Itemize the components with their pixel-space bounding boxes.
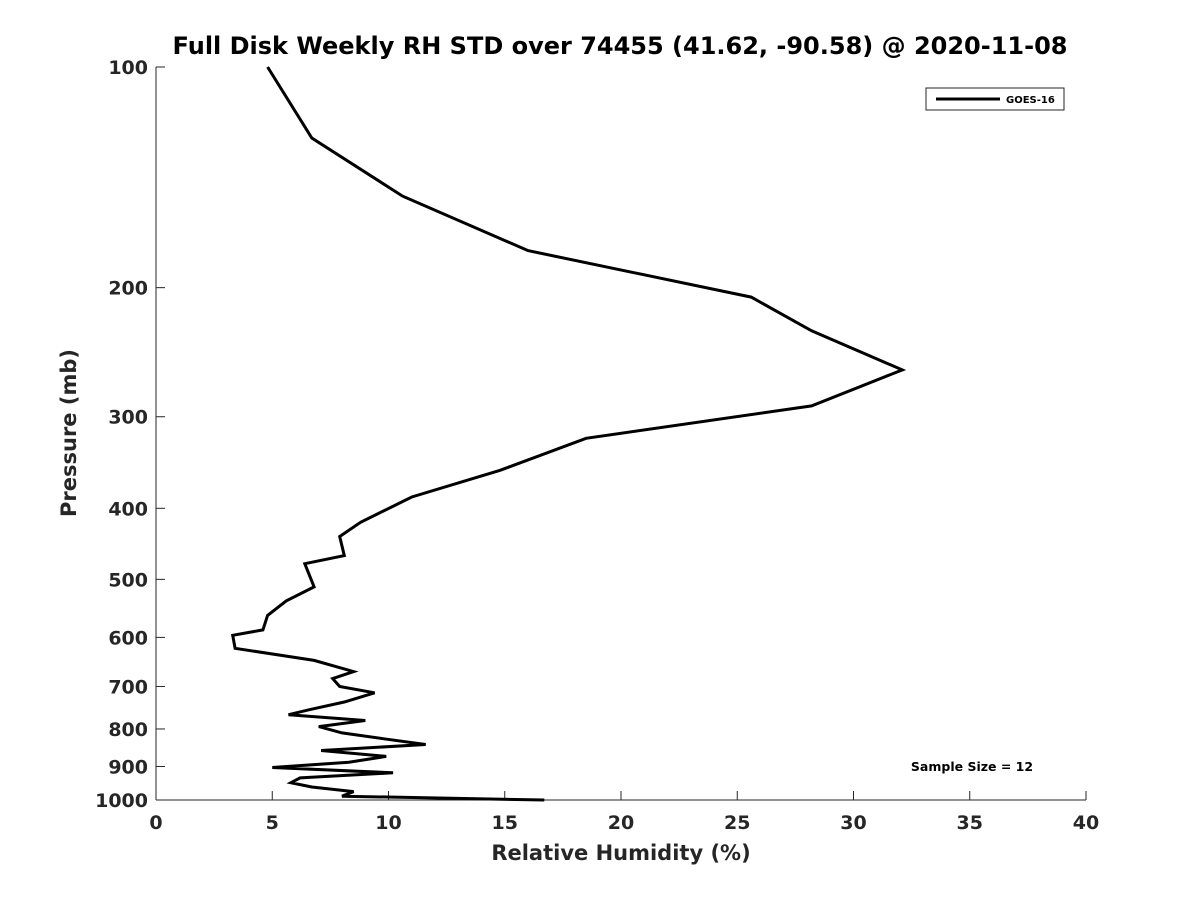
y-axis-ticks: 100 200 300 400 500 600 700 800 900 1000 [95,57,165,812]
x-tick-label: 15 [492,812,518,834]
y-tick-label: 600 [108,627,148,649]
y-tick-label: 700 [108,676,148,698]
x-tick-label: 30 [840,812,866,834]
y-tick-label: 100 [108,57,148,79]
sample-size-annotation: Sample Size = 12 [911,759,1033,774]
y-tick-label: 1000 [95,790,148,812]
legend-label: GOES-16 [1006,95,1055,106]
x-tick-label: 35 [957,812,983,834]
y-tick-label: 200 [108,278,148,300]
y-tick-label: 800 [108,719,148,741]
legend: GOES-16 [925,87,1065,111]
x-tick-label: 10 [375,812,401,834]
chart-title: Full Disk Weekly RH STD over 74455 (41.6… [173,32,1068,60]
x-tick-label: 25 [724,812,750,834]
series-layer [230,66,907,802]
x-tick-label: 40 [1073,812,1099,834]
y-axis-label: Pressure (mb) [57,349,81,517]
y-tick-label: 900 [108,756,148,778]
y-tick-label: 400 [108,498,148,520]
y-tick-label: 500 [108,569,148,591]
series-line-goes-16 [230,66,907,802]
x-tick-label: 0 [149,812,162,834]
x-axis-label: Relative Humidity (%) [491,841,750,865]
x-axis-ticks: 0 5 10 15 20 25 30 35 40 [149,791,1099,834]
x-tick-label: 5 [266,812,279,834]
y-tick-label: 300 [108,407,148,429]
x-tick-label: 20 [608,812,634,834]
